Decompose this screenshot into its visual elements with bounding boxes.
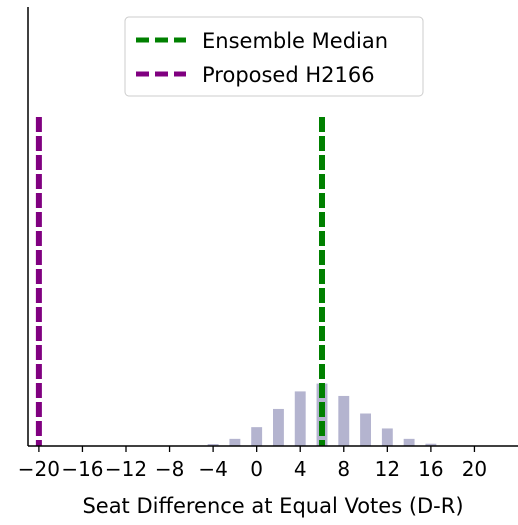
bar-8 [338,395,350,446]
legend: Ensemble Median Proposed H2166 [124,16,424,97]
x-ticks: −20 −16 −12 −8 −4 0 4 8 12 16 20 [18,446,487,481]
bar-neg2 [229,438,241,446]
x-tick-label: 20 [462,457,487,481]
legend-label-proposed-h2166: Proposed H2166 [202,63,375,87]
x-tick-label: −12 [105,457,147,481]
bar-16 [425,443,437,446]
reference-lines [35,117,325,446]
bar-2 [273,408,284,446]
legend-frame [124,16,424,97]
bar-12 [381,428,393,446]
x-tick-label: 8 [337,457,350,481]
x-tick-label: −8 [155,457,184,481]
x-tick-label: −20 [18,457,60,481]
x-tick-label: −4 [198,457,227,481]
bar-10 [360,413,371,446]
x-axis-label: Seat Difference at Equal Votes (D-R) [82,494,463,518]
x-tick-label: 12 [375,457,400,481]
x-tick-label: 16 [418,457,443,481]
bar-neg4 [207,444,219,446]
bar-4 [294,391,306,446]
x-tick-label: 0 [250,457,263,481]
x-tick-label: 4 [294,457,307,481]
bar-14 [403,438,415,446]
legend-label-ensemble-median: Ensemble Median [202,29,388,53]
x-tick-label: −16 [61,457,103,481]
bar-0 [251,427,263,446]
